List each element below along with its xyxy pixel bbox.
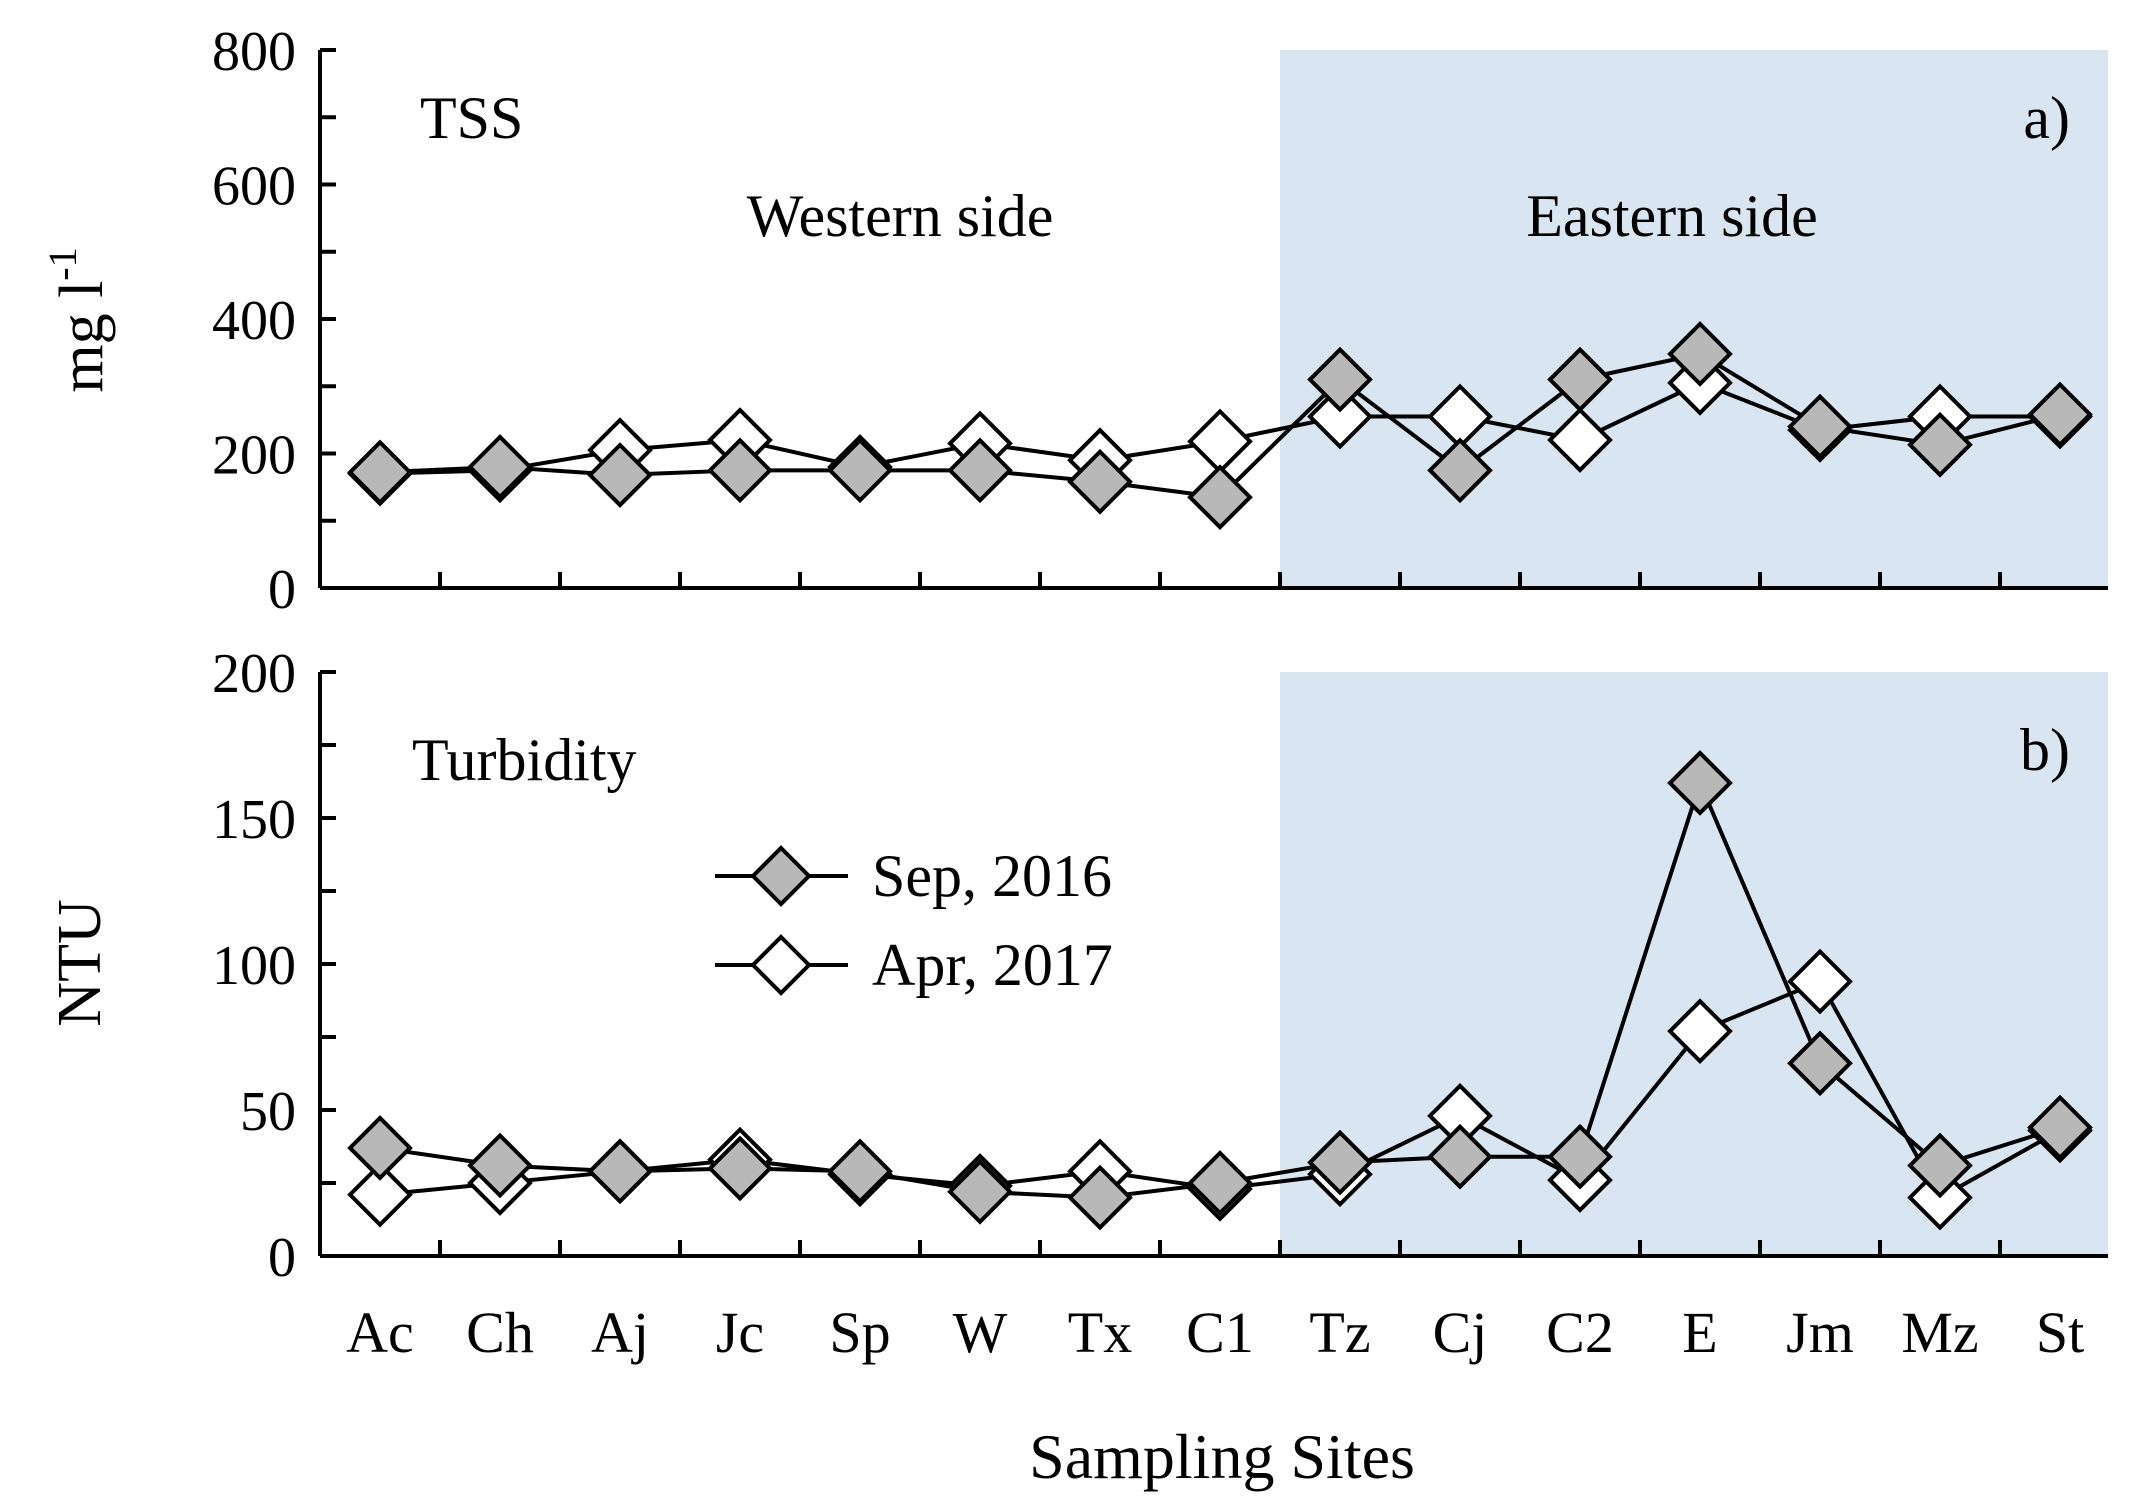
point-sep-2016-tz <box>1307 346 1373 413</box>
eastern-side-shading <box>1280 50 2108 588</box>
turbidity-axes: 0 50 100 150 200 Ac Ch Aj Jc Sp W Tx C1 Tz Cj C2 E Jm Mz St <box>212 643 2108 1365</box>
turbidity-title: Turbidity <box>412 727 637 793</box>
x-tick-label-tx: Tx <box>1068 1300 1132 1365</box>
point-apr-2017-tz <box>1307 383 1373 450</box>
panel-label-b: b) <box>2020 717 2070 783</box>
point-sep-2016-ac <box>347 1115 413 1181</box>
point-sep-2016-sp <box>827 437 893 504</box>
point-sep-2016-c1 <box>1187 1150 1253 1216</box>
eastern-side-label: Eastern side <box>1526 183 1818 249</box>
legend-label-sep: Sep, 2016 <box>872 843 1112 909</box>
y-tick-label: 0 <box>268 559 296 621</box>
x-tick-label-jc: Jc <box>716 1300 764 1365</box>
point-apr-2017-jm <box>1787 948 1853 1015</box>
y-tick-label: 100 <box>212 935 296 997</box>
point-apr-2017-c2 <box>1547 407 1613 473</box>
panel-tss: 0 200 400 600 800 TSS a) Western side Easter… <box>40 21 2108 621</box>
point-sep-2016-mz <box>1907 411 1973 478</box>
point-sep-2016-jc <box>707 437 773 504</box>
point-sep-2016-jm <box>1787 1030 1853 1097</box>
y-tick-label: 0 <box>268 1227 296 1289</box>
point-sep-2016-jm <box>1787 393 1853 460</box>
point-sep-2016-c2 <box>1547 346 1613 413</box>
tss-y-axis-label: mg l-1 <box>40 247 116 392</box>
panel-label-a: a) <box>2023 85 2070 151</box>
y-tick-label: 50 <box>240 1081 296 1143</box>
tss-series <box>347 321 2093 531</box>
turbidity-series <box>347 750 2093 1231</box>
point-sep-2016-e <box>1667 321 1733 387</box>
x-tick-label-cj: Cj <box>1433 1300 1488 1365</box>
point-sep-2016-st <box>2027 1094 2093 1161</box>
point-sep-2016-sp <box>827 1138 893 1205</box>
x-tick-label-w: W <box>953 1300 1008 1365</box>
x-tick-label-jm: Jm <box>1786 1300 1854 1365</box>
x-tick-label-c1: C1 <box>1186 1300 1254 1365</box>
y-tick-label: 150 <box>212 789 296 851</box>
point-sep-2016-c2 <box>1547 1123 1613 1190</box>
point-sep-2016-cj <box>1427 1123 1493 1190</box>
x-axis-label: Sampling Sites <box>1029 1421 1415 1492</box>
legend-marker-sep <box>750 845 812 907</box>
y-tick-label: 600 <box>212 156 296 218</box>
point-sep-2016-aj <box>587 1138 653 1205</box>
point-sep-2016-c1 <box>1187 464 1253 531</box>
x-tick-label-aj: Aj <box>591 1300 649 1365</box>
point-sep-2016-mz <box>1907 1132 1973 1199</box>
legend: Sep, 2016 Apr, 2017 <box>715 843 1113 998</box>
point-apr-2017-c1 <box>1187 408 1253 475</box>
point-sep-2016-tx <box>1067 448 1133 515</box>
point-apr-2017-ac <box>347 1161 413 1228</box>
x-tick-label-ac: Ac <box>346 1300 414 1365</box>
point-sep-2016-ch <box>467 1132 533 1199</box>
y-tick-label: 400 <box>212 290 296 352</box>
x-tick-label-e: E <box>1682 1300 1717 1365</box>
turbidity-y-axis-label: NTU <box>46 899 114 1026</box>
y-tick-label: 200 <box>212 643 296 705</box>
x-tick-label-mz: Mz <box>1901 1300 1978 1365</box>
point-sep-2016-w <box>947 437 1013 504</box>
point-sep-2016-tx <box>1067 1164 1133 1231</box>
point-apr-2017-e <box>1667 998 1733 1064</box>
x-tick-label-sp: Sp <box>829 1300 890 1365</box>
point-sep-2016-tz <box>1307 1129 1373 1196</box>
point-sep-2016-aj <box>587 442 653 508</box>
point-sep-2016-ch <box>467 434 533 500</box>
point-sep-2016-w <box>947 1158 1013 1225</box>
y-tick-label: 200 <box>212 425 296 487</box>
point-sep-2016-st <box>2027 381 2093 448</box>
tss-y-axis-label-main: mg l <box>48 281 116 393</box>
panel-turbidity: 0 50 100 150 200 Ac Ch Aj Jc Sp W Tx C1 Tz Cj C2 E Jm Mz St… <box>46 643 2108 1492</box>
tss-title: TSS <box>420 85 523 151</box>
point-sep-2016-cj <box>1427 437 1493 504</box>
point-sep-2016-ac <box>347 439 413 506</box>
x-tick-label-c2: C2 <box>1546 1300 1614 1365</box>
y-tick-label: 800 <box>212 21 296 83</box>
point-sep-2016-jc <box>707 1135 773 1202</box>
legend-label-apr: Apr, 2017 <box>872 932 1113 998</box>
legend-marker-apr <box>750 934 812 996</box>
x-tick-label-ch: Ch <box>466 1300 534 1365</box>
x-tick-label-st: St <box>2036 1300 2084 1365</box>
western-side-label: Western side <box>747 183 1054 249</box>
tss-axes: 0 200 400 600 800 <box>212 21 2108 621</box>
point-sep-2016-e <box>1667 750 1733 816</box>
x-tick-label-tz: Tz <box>1309 1300 1370 1365</box>
tss-y-axis-label-sup: -1 <box>40 247 85 280</box>
